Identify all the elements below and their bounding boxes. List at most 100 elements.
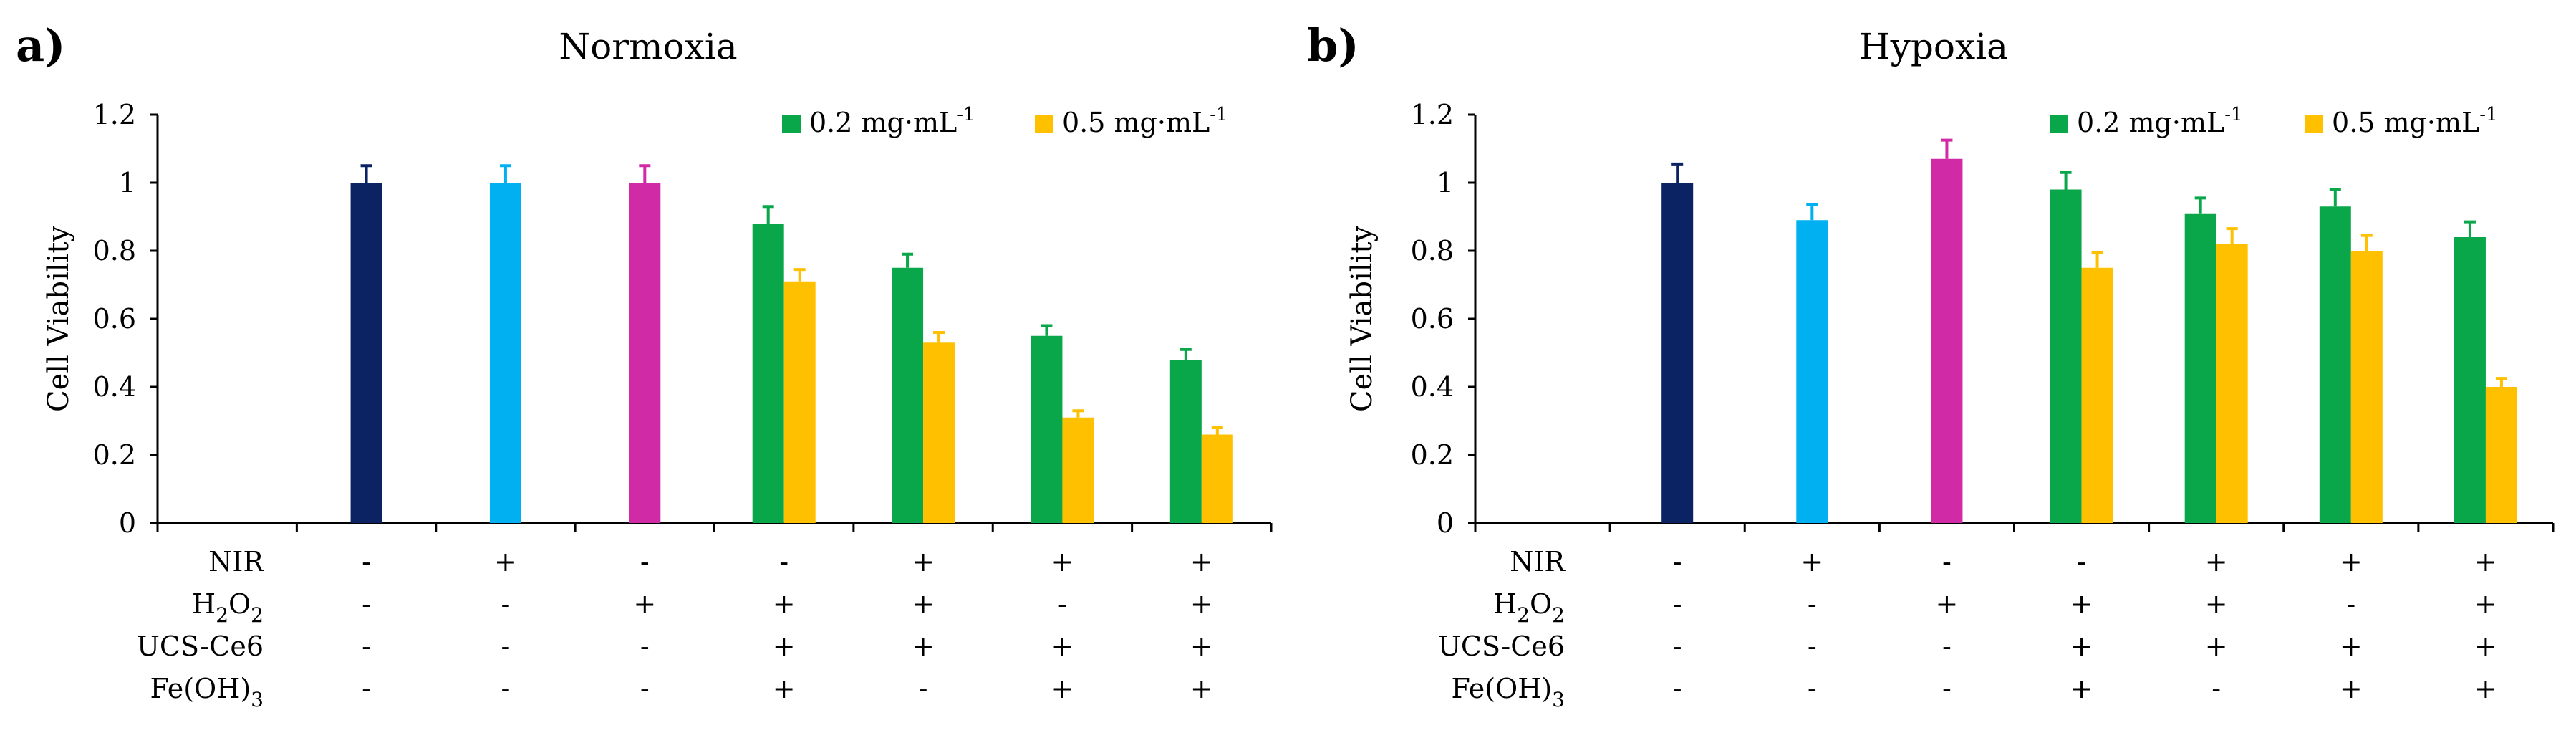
y-tick-label: 1 xyxy=(1437,167,1454,198)
condition-mark: + xyxy=(633,588,656,620)
bar-high xyxy=(2081,267,2113,523)
condition-row-label: NIR xyxy=(208,546,264,578)
condition-mark: - xyxy=(1673,588,1682,620)
y-tick-label: 0 xyxy=(1437,507,1454,539)
condition-mark: + xyxy=(2474,546,2497,578)
legend-superscript: -1 xyxy=(2224,104,2242,125)
condition-mark: - xyxy=(362,588,371,620)
legend-superscript: -1 xyxy=(2479,104,2497,125)
condition-mark: - xyxy=(362,673,371,704)
legend-label: 0.2 mg·mL xyxy=(2077,107,2224,138)
legend-entry: 0.5 mg·mL-1 xyxy=(2332,104,2498,138)
bar-control xyxy=(1661,183,1694,523)
legend-label: 0.5 mg·mL xyxy=(2332,107,2479,138)
condition-mark: - xyxy=(1673,673,1682,704)
condition-row-label: UCS-Ce6 xyxy=(137,631,264,662)
legend-swatch xyxy=(2050,115,2068,133)
bar-high xyxy=(923,342,955,523)
condition-mark: + xyxy=(1190,631,1213,662)
condition-mark: + xyxy=(1190,673,1213,704)
row-label-part: NIR xyxy=(1510,546,1566,578)
condition-mark: - xyxy=(1942,631,1952,662)
condition-mark: + xyxy=(1051,631,1074,662)
condition-mark: + xyxy=(2340,673,2363,704)
panel-label: a) xyxy=(16,19,66,72)
condition-mark: + xyxy=(2205,631,2228,662)
condition-mark: + xyxy=(2474,631,2497,662)
bar-low xyxy=(1169,360,1202,523)
bar-low xyxy=(752,224,784,523)
row-label-part: UCS-Ce6 xyxy=(137,631,264,662)
chart-panel-normoxia: a) Normoxia Cell Viability 0 0.2 0.4 0.6 0.8 1 1.… xyxy=(16,19,1273,711)
condition-mark: + xyxy=(2070,673,2093,704)
condition-row-label: H2O2 xyxy=(1493,588,1565,627)
bar-control xyxy=(350,183,382,523)
condition-mark: - xyxy=(1058,588,1067,620)
bar-low xyxy=(2454,237,2486,523)
condition-row-label: UCS-Ce6 xyxy=(1438,631,1565,662)
y-tick-label: 1 xyxy=(119,167,136,198)
legend-entry: 0.5 mg·mL-1 xyxy=(1062,104,1228,138)
legend-label: 0.2 mg·mL xyxy=(809,107,957,138)
condition-mark: - xyxy=(2211,673,2221,704)
condition-mark: - xyxy=(919,673,928,704)
legend-entry: 0.2 mg·mL-1 xyxy=(809,104,975,138)
condition-mark: + xyxy=(2205,588,2228,620)
condition-mark: - xyxy=(501,631,511,662)
condition-mark: + xyxy=(773,631,796,662)
bar-high xyxy=(2350,251,2383,523)
bar-low xyxy=(2050,189,2082,523)
row-label-subscript: 3 xyxy=(1552,688,1565,711)
bar-low xyxy=(1031,335,1063,523)
condition-mark: + xyxy=(773,673,796,704)
y-tick-label: 0.6 xyxy=(1411,303,1454,335)
row-label-subscript: 2 xyxy=(216,603,228,627)
condition-mark: + xyxy=(1190,546,1213,578)
condition-mark: - xyxy=(1942,673,1952,704)
row-label-part: O xyxy=(1530,588,1552,620)
condition-mark: - xyxy=(640,673,650,704)
bar-low xyxy=(2319,206,2351,523)
condition-mark: - xyxy=(362,546,371,578)
row-label-part: H xyxy=(192,588,216,620)
condition-mark: - xyxy=(1673,546,1682,578)
condition-mark: + xyxy=(2340,546,2363,578)
legend-superscript: -1 xyxy=(957,104,975,125)
legend-swatch xyxy=(2305,115,2323,133)
condition-mark: - xyxy=(1942,546,1952,578)
row-label-part: Fe(OH) xyxy=(1451,673,1552,704)
condition-mark: + xyxy=(2070,588,2093,620)
condition-row-label: Fe(OH)3 xyxy=(150,673,264,711)
condition-mark: + xyxy=(1051,673,1074,704)
condition-mark: - xyxy=(501,673,511,704)
legend-swatch xyxy=(782,115,801,133)
legend-superscript: -1 xyxy=(1210,104,1227,125)
bar-high xyxy=(783,281,816,523)
chart-title: Normoxia xyxy=(559,26,737,67)
bar-nir xyxy=(1796,220,1828,523)
condition-row-label: H2O2 xyxy=(192,588,264,627)
bar-h2o2 xyxy=(629,183,661,523)
legend-label: 0.5 mg·mL xyxy=(1062,107,1210,138)
bar-h2o2 xyxy=(1931,158,1963,523)
condition-row-label: Fe(OH)3 xyxy=(1451,673,1565,711)
row-label-subscript: 2 xyxy=(251,603,264,627)
y-tick-label: 0.8 xyxy=(93,235,136,267)
condition-mark: + xyxy=(1190,588,1213,620)
row-label-subscript: 2 xyxy=(1552,603,1565,627)
condition-mark: + xyxy=(2070,631,2093,662)
condition-mark: - xyxy=(1673,631,1682,662)
condition-row-label: NIR xyxy=(1510,546,1566,578)
condition-mark: + xyxy=(912,588,935,620)
condition-mark: - xyxy=(2346,588,2355,620)
bar-low xyxy=(2184,213,2216,523)
bar-low xyxy=(892,267,924,523)
condition-mark: + xyxy=(2474,588,2497,620)
y-tick-label: 1.2 xyxy=(93,99,136,130)
bar-high xyxy=(2485,387,2517,523)
condition-mark: + xyxy=(2340,631,2363,662)
condition-mark: + xyxy=(2474,673,2497,704)
y-tick-label: 0.4 xyxy=(93,371,136,403)
